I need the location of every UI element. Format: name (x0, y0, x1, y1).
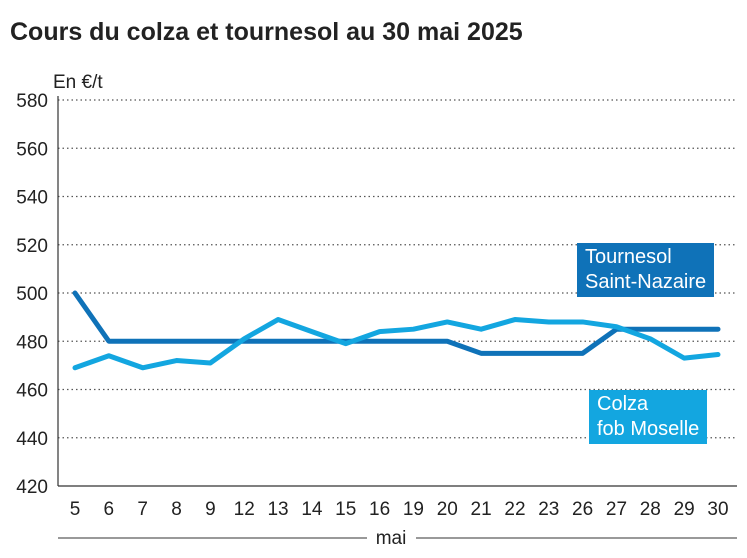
legend-colza-line1: Colza (597, 393, 649, 415)
x-tick-label: 23 (538, 499, 559, 520)
x-tick-label: 12 (234, 499, 255, 520)
x-tick-label: 8 (171, 499, 182, 520)
legend-colza: Colza fob Moselle (589, 390, 708, 444)
x-tick-label: 19 (403, 499, 424, 520)
y-tick-label: 460 (16, 381, 48, 402)
chart-title: Cours du colza et tournesol au 30 mai 20… (10, 18, 523, 46)
y-tick-label: 520 (16, 236, 48, 257)
y-tick-label: 480 (16, 332, 48, 353)
series-line-tournesol (72, 290, 721, 356)
y-axis-label: En €/t (53, 72, 103, 93)
x-axis-ticks: 5 6 7 8 9 12 13 14 15 16 19 20 21 22 23 26 27 28 29 30 (70, 499, 729, 520)
x-axis-label: mai (376, 528, 407, 549)
y-tick-label: 580 (16, 91, 48, 112)
x-tick-label: 9 (205, 499, 216, 520)
y-tick-label: 420 (16, 477, 48, 498)
x-tick-label: 20 (437, 499, 458, 520)
y-axis-ticks: 420 440 460 480 500 520 540 560 580 (16, 91, 48, 498)
x-tick-label: 22 (504, 499, 525, 520)
y-tick-label: 500 (16, 284, 48, 305)
y-tick-label: 540 (16, 188, 48, 209)
x-tick-label: 30 (707, 499, 728, 520)
series-lines (72, 290, 721, 371)
legend-tournesol-line2: Saint-Nazaire (585, 271, 707, 293)
y-tick-label: 440 (16, 429, 48, 450)
x-tick-label: 13 (267, 499, 288, 520)
x-tick-label: 28 (640, 499, 661, 520)
x-tick-label: 7 (137, 499, 148, 520)
x-tick-label: 5 (70, 499, 81, 520)
x-tick-label: 14 (301, 499, 323, 520)
x-tick-label: 21 (471, 499, 492, 520)
x-tick-label: 26 (572, 499, 593, 520)
y-tick-label: 560 (16, 139, 48, 160)
x-tick-label: 15 (335, 499, 356, 520)
series-line-colza (72, 317, 721, 371)
legend-tournesol-line1: Tournesol (585, 246, 672, 268)
x-tick-label: 16 (369, 499, 390, 520)
x-tick-label: 6 (104, 499, 115, 520)
x-tick-label: 29 (674, 499, 695, 520)
legend-colza-line2: fob Moselle (597, 418, 700, 440)
x-tick-label: 27 (606, 499, 627, 520)
legend-tournesol: Tournesol Saint-Nazaire (577, 243, 715, 297)
